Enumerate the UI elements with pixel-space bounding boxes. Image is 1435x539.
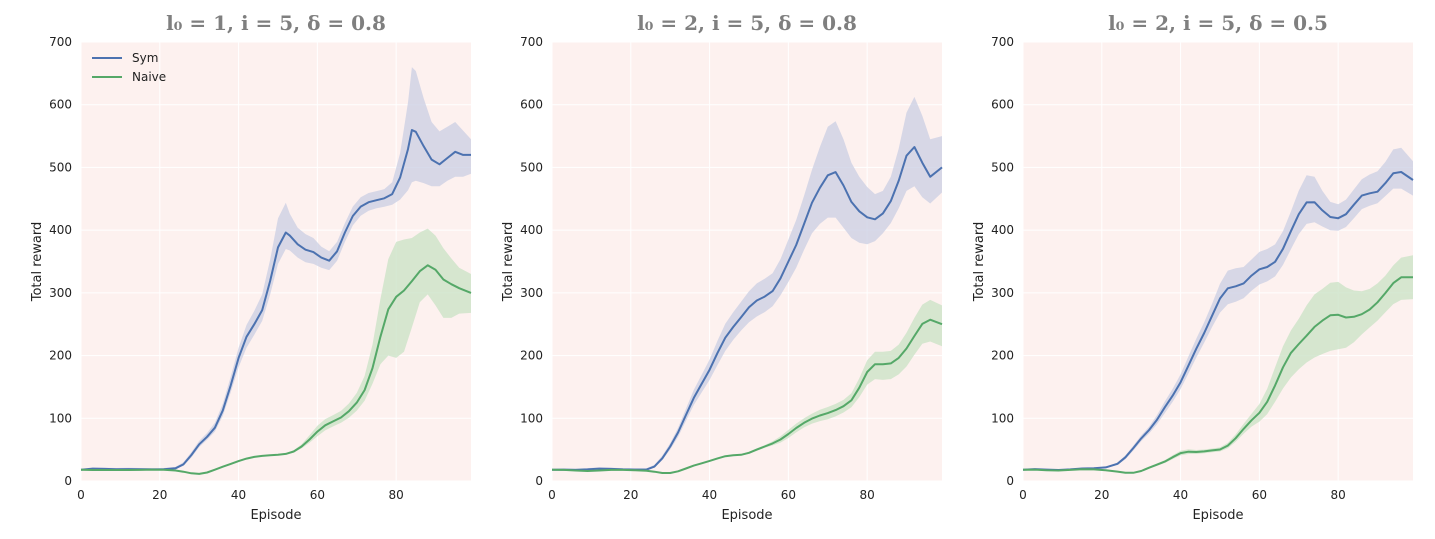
x-tick-label: 0 (548, 488, 556, 502)
y-tick-label: 0 (1006, 474, 1014, 488)
y-tick-label: 400 (991, 223, 1014, 237)
series-sym-line (80, 129, 471, 471)
y-tick-label: 200 (991, 349, 1014, 363)
x-tick-label: 80 (1331, 488, 1346, 502)
y-tick-label: 400 (49, 223, 72, 237)
legend-label-naive: Naive (132, 70, 166, 84)
series-sym-band (552, 96, 942, 471)
series-naive-line (80, 264, 472, 475)
series-naive-band (552, 299, 942, 474)
plot-area-background (552, 42, 942, 481)
plot-area-background (1023, 42, 1413, 481)
y-tick-label: 600 (49, 98, 72, 112)
y-tick-label: 300 (49, 286, 72, 300)
x-tick-label: 20 (1094, 488, 1109, 502)
series-sym-line (1022, 171, 1414, 471)
x-tick-label: 40 (1173, 488, 1188, 502)
series-sym-band (1023, 147, 1413, 471)
legend: Sym Naive (92, 51, 166, 84)
x-tick-label: 60 (781, 488, 796, 502)
series-naive-line (1022, 276, 1414, 474)
x-tick-label: 60 (1252, 488, 1267, 502)
y-tick-label: 700 (520, 35, 543, 49)
chart-title: l₀ = 1, i = 5, δ = 0.8 (166, 11, 386, 35)
x-tick-label: 80 (389, 488, 404, 502)
x-axis-label: Episode (721, 508, 772, 523)
y-tick-label: 100 (49, 411, 72, 425)
series-naive-line (551, 318, 943, 474)
series-naive-band (81, 228, 471, 475)
x-tick-label: 40 (702, 488, 717, 502)
chart-title: l₀ = 2, i = 5, δ = 0.8 (637, 11, 857, 35)
y-tick-label: 300 (520, 286, 543, 300)
x-tick-label: 0 (77, 488, 85, 502)
legend-label-sym: Sym (132, 51, 158, 65)
y-tick-label: 500 (49, 160, 72, 174)
x-axis-label: Episode (250, 508, 301, 523)
y-tick-label: 400 (520, 223, 543, 237)
y-axis-label: Total reward (501, 222, 516, 303)
y-axis-label: Total reward (972, 222, 987, 303)
series-naive-band (1023, 255, 1413, 474)
subplot-2: 0 100 200 300 400 500 600 700 0 20 40 60 80 Episode To… (501, 11, 943, 523)
y-axis-label: Total reward (30, 222, 45, 303)
series-sym-band (81, 67, 471, 471)
x-tick-label: 40 (231, 488, 246, 502)
y-tick-label: 0 (64, 474, 72, 488)
y-tick-label: 500 (520, 160, 543, 174)
y-tick-label: 200 (49, 349, 72, 363)
y-tick-label: 300 (991, 286, 1014, 300)
y-tick-label: 200 (520, 349, 543, 363)
subplot-1: 0 100 200 300 400 500 600 700 0 20 40 60 80 Episode To… (30, 11, 472, 523)
y-tick-label: 100 (991, 411, 1014, 425)
y-tick-label: 500 (991, 160, 1014, 174)
y-tick-label: 100 (520, 411, 543, 425)
x-tick-label: 20 (152, 488, 167, 502)
subplot-3: 0 100 200 300 400 500 600 700 0 20 40 60 80 Episode To… (972, 11, 1414, 523)
x-tick-label: 80 (860, 488, 875, 502)
y-tick-label: 600 (991, 98, 1014, 112)
x-tick-label: 0 (1019, 488, 1027, 502)
chart-title: l₀ = 2, i = 5, δ = 0.5 (1108, 11, 1328, 35)
y-tick-label: 0 (535, 474, 543, 488)
y-tick-label: 600 (520, 98, 543, 112)
y-tick-label: 700 (49, 35, 72, 49)
x-tick-label: 20 (623, 488, 638, 502)
y-tick-label: 700 (991, 35, 1014, 49)
x-axis-label: Episode (1192, 508, 1243, 523)
x-tick-label: 60 (310, 488, 325, 502)
